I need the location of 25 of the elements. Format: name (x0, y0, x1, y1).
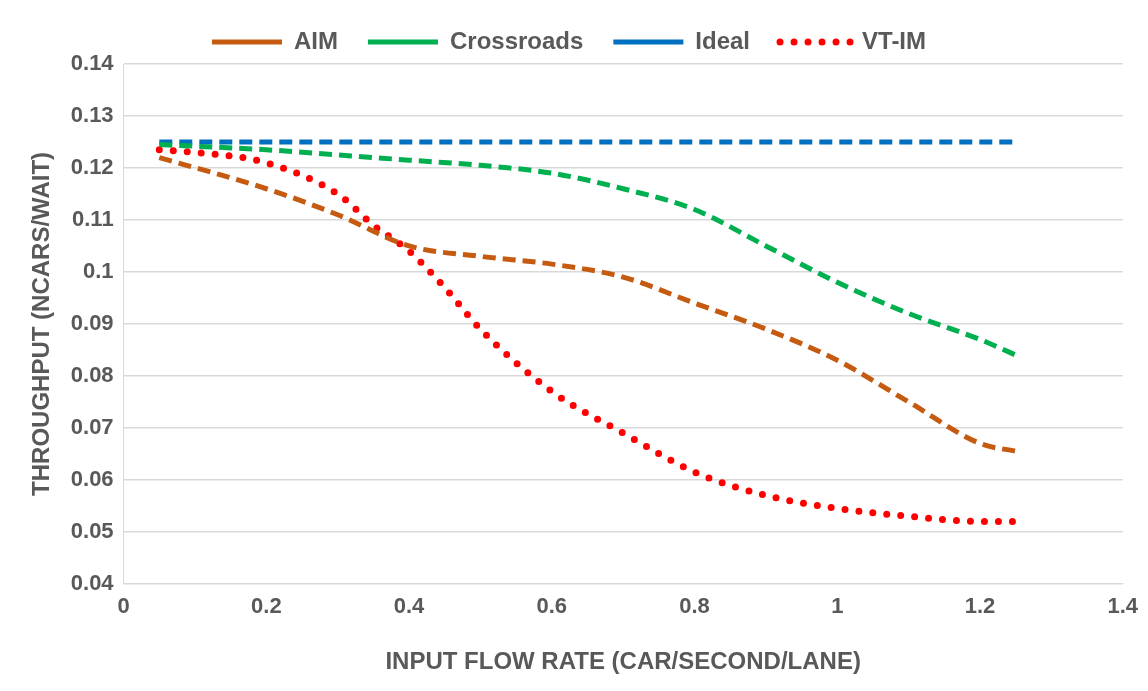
x-tick-label: 0 (117, 593, 130, 619)
legend-label: AIM (293, 26, 338, 54)
y-tick-label: 0.04 (70, 569, 115, 595)
x-tick-label: 0.8 (679, 593, 710, 619)
y-tick-label: 0.07 (70, 413, 114, 439)
y-tick-label: 0.14 (70, 50, 115, 76)
legend-label: VT-IM (862, 26, 927, 54)
x-tick-label: 1.4 (1107, 593, 1139, 619)
legend-label: Crossroads (449, 26, 584, 54)
y-axis-title: THROUGHPUT (NCARS/WAIT) (27, 151, 55, 496)
x-tick-label: 0.2 (251, 593, 282, 619)
x-tick-label: 1.2 (964, 593, 996, 619)
x-tick-label: 1 (831, 593, 844, 619)
x-tick-label: 0.4 (393, 593, 426, 619)
y-tick-label: 0.1 (83, 257, 114, 283)
y-tick-label: 0.11 (72, 206, 114, 231)
y-tick-label: 0.09 (70, 309, 114, 335)
y-tick-label: 0.05 (70, 517, 114, 543)
y-tick-label: 0.08 (70, 361, 114, 387)
y-tick-label: 0.13 (70, 102, 114, 128)
legend-label: Ideal (695, 26, 751, 54)
x-tick-label: 0.6 (536, 593, 568, 619)
y-tick-label: 0.06 (70, 465, 114, 491)
x-axis-title: INPUT FLOW RATE (CAR/SECOND/LANE) (385, 647, 861, 675)
y-tick-label: 0.12 (70, 154, 114, 180)
